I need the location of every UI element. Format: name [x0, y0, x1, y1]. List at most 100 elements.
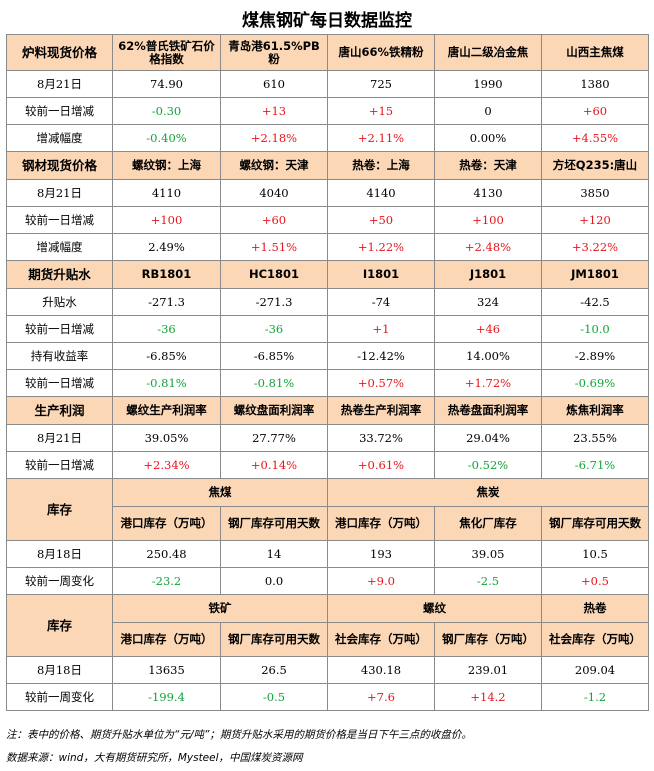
data-cell: +50: [327, 206, 435, 234]
data-table: 炉料现货价格 62%普氏铁矿石价格指数 青岛港61.5%PB粉 唐山66%铁精粉 唐山二…: [6, 34, 649, 711]
data-cell: -2.89%: [541, 342, 649, 370]
data-cell: -0.30: [112, 97, 221, 125]
column-header: 螺纹钢：上海: [112, 151, 221, 180]
inventory-group-row: 库存 铁矿 螺纹 热卷: [6, 594, 649, 657]
data-cell: +2.18%: [220, 124, 328, 152]
data-cell: -10.0: [541, 315, 649, 343]
inventory-subheader-row: 港口库存（万吨） 钢厂库存可用天数 社会库存（万吨） 钢厂库存（万吨） 社会库存（万吨）: [7, 622, 649, 657]
column-header: 社会库存（万吨）: [327, 622, 435, 657]
table-row: 增减幅度 2.49% +1.51% +1.22% +2.48% +3.22%: [6, 233, 649, 261]
data-cell: +1.72%: [434, 369, 542, 397]
table-row: 较前一日增减 -0.30 +13 +15 0 +60: [6, 97, 649, 125]
data-cell: -36: [112, 315, 221, 343]
data-cell: -271.3: [112, 288, 221, 316]
inventory-group-row: 库存 焦煤 焦炭: [6, 478, 649, 541]
data-cell: -0.81%: [112, 369, 221, 397]
column-header: 山西主焦煤: [541, 34, 649, 71]
page-title: 煤焦钢矿每日数据监控: [242, 11, 412, 31]
data-cell: 430.18: [327, 656, 435, 684]
column-header: 螺纹生产利润率: [112, 396, 221, 425]
data-cell: -42.5: [541, 288, 649, 316]
data-cell: 3850: [541, 179, 649, 207]
data-cell: 29.04%: [434, 424, 542, 452]
row-label: 较前一周变化: [6, 567, 113, 595]
table-row: 8月21日 4110 4040 4140 4130 3850: [6, 179, 649, 207]
data-cell: -6.85%: [112, 342, 221, 370]
column-header: 社会库存（万吨）: [541, 622, 649, 657]
table-row: 8月18日 250.48 14 193 39.05 10.5: [6, 540, 649, 568]
data-cell: 4130: [434, 179, 542, 207]
column-header: 港口库存（万吨）: [327, 506, 435, 541]
data-cell: 209.04: [541, 656, 649, 684]
data-cell: 10.5: [541, 540, 649, 568]
data-cell: 14: [220, 540, 328, 568]
data-cell: 250.48: [112, 540, 221, 568]
data-cell: 239.01: [434, 656, 542, 684]
data-cell: 1380: [541, 70, 649, 98]
group-header-coking-coal: 焦煤: [112, 478, 328, 507]
table-row: 升贴水 -271.3 -271.3 -74 324 -42.5: [6, 288, 649, 316]
table-row: 较前一日增减 +2.34% +0.14% +0.61% -0.52% -6.71%: [6, 451, 649, 479]
table-row: 较前一日增减 +100 +60 +50 +100 +120: [6, 206, 649, 234]
column-header: I1801: [327, 260, 435, 289]
data-cell: +14.2: [434, 683, 542, 711]
data-cell: +0.61%: [327, 451, 435, 479]
data-cell: +60: [541, 97, 649, 125]
data-cell: 4140: [327, 179, 435, 207]
data-cell: 725: [327, 70, 435, 98]
column-header: 螺纹盘面利润率: [220, 396, 328, 425]
column-header: 螺纹钢：天津: [220, 151, 328, 180]
data-cell: +3.22%: [541, 233, 649, 261]
footnote: 注：表中的价格、期货升贴水单位为“元/吨”；期货升贴水采用的期货价格是当日下午三…: [6, 729, 472, 741]
data-cell: +15: [327, 97, 435, 125]
table-row: 8月21日 74.90 610 725 1990 1380: [6, 70, 649, 98]
section-title: 钢材现货价格: [6, 151, 113, 180]
data-cell: 13635: [112, 656, 221, 684]
data-source: 数据来源：wind，大有期货研究所，Mysteel，中国煤炭资源网: [6, 752, 303, 764]
data-cell: -12.42%: [327, 342, 435, 370]
row-label: 8月21日: [6, 179, 113, 207]
row-label: 较前一日增减: [6, 97, 113, 125]
column-header: 青岛港61.5%PB粉: [220, 34, 328, 71]
data-cell: 0.0: [220, 567, 328, 595]
data-cell: 610: [220, 70, 328, 98]
data-cell: +9.0: [327, 567, 435, 595]
column-header: 热卷：上海: [327, 151, 435, 180]
data-cell: +46: [434, 315, 542, 343]
data-cell: -2.5: [434, 567, 542, 595]
column-header: 钢厂库存可用天数: [220, 506, 328, 541]
row-label: 8月21日: [6, 424, 113, 452]
column-header: 焦化厂库存: [434, 506, 542, 541]
table-row: 较前一周变化 -23.2 0.0 +9.0 -2.5 +0.5: [6, 567, 649, 595]
data-cell: +0.5: [541, 567, 649, 595]
data-cell: +2.11%: [327, 124, 435, 152]
table-row: 较前一日增减 -0.81% -0.81% +0.57% +1.72% -0.69%: [6, 369, 649, 397]
data-cell: +2.48%: [434, 233, 542, 261]
data-cell: -6.85%: [220, 342, 328, 370]
row-label: 增减幅度: [6, 124, 113, 152]
data-cell: 27.77%: [220, 424, 328, 452]
data-cell: -1.2: [541, 683, 649, 711]
group-header-rebar: 螺纹: [327, 594, 542, 623]
column-header: 热卷盘面利润率: [434, 396, 542, 425]
data-cell: 39.05: [434, 540, 542, 568]
data-cell: -0.40%: [112, 124, 221, 152]
data-cell: 23.55%: [541, 424, 649, 452]
row-label: 8月18日: [6, 656, 113, 684]
data-cell: 1990: [434, 70, 542, 98]
column-header: HC1801: [220, 260, 328, 289]
section-title: 库存: [6, 594, 113, 657]
group-header-coke: 焦炭: [327, 478, 649, 507]
section-header-row: 期货升贴水 RB1801 HC1801 I1801 J1801 JM1801: [6, 260, 649, 289]
column-header: 热卷生产利润率: [327, 396, 435, 425]
section-header-row: 炉料现货价格 62%普氏铁矿石价格指数 青岛港61.5%PB粉 唐山66%铁精粉 唐山二…: [6, 34, 649, 71]
data-cell: +4.55%: [541, 124, 649, 152]
section-header-row: 钢材现货价格 螺纹钢：上海 螺纹钢：天津 热卷：上海 热卷：天津 方坯Q235:唐山: [6, 151, 649, 180]
section-title: 期货升贴水: [6, 260, 113, 289]
column-header: 港口库存（万吨）: [112, 506, 221, 541]
column-header: 唐山二级冶金焦: [434, 34, 542, 71]
row-label: 持有收益率: [6, 342, 113, 370]
row-label: 较前一日增减: [6, 206, 113, 234]
data-cell: 26.5: [220, 656, 328, 684]
group-header-hot-coil: 热卷: [541, 594, 649, 623]
